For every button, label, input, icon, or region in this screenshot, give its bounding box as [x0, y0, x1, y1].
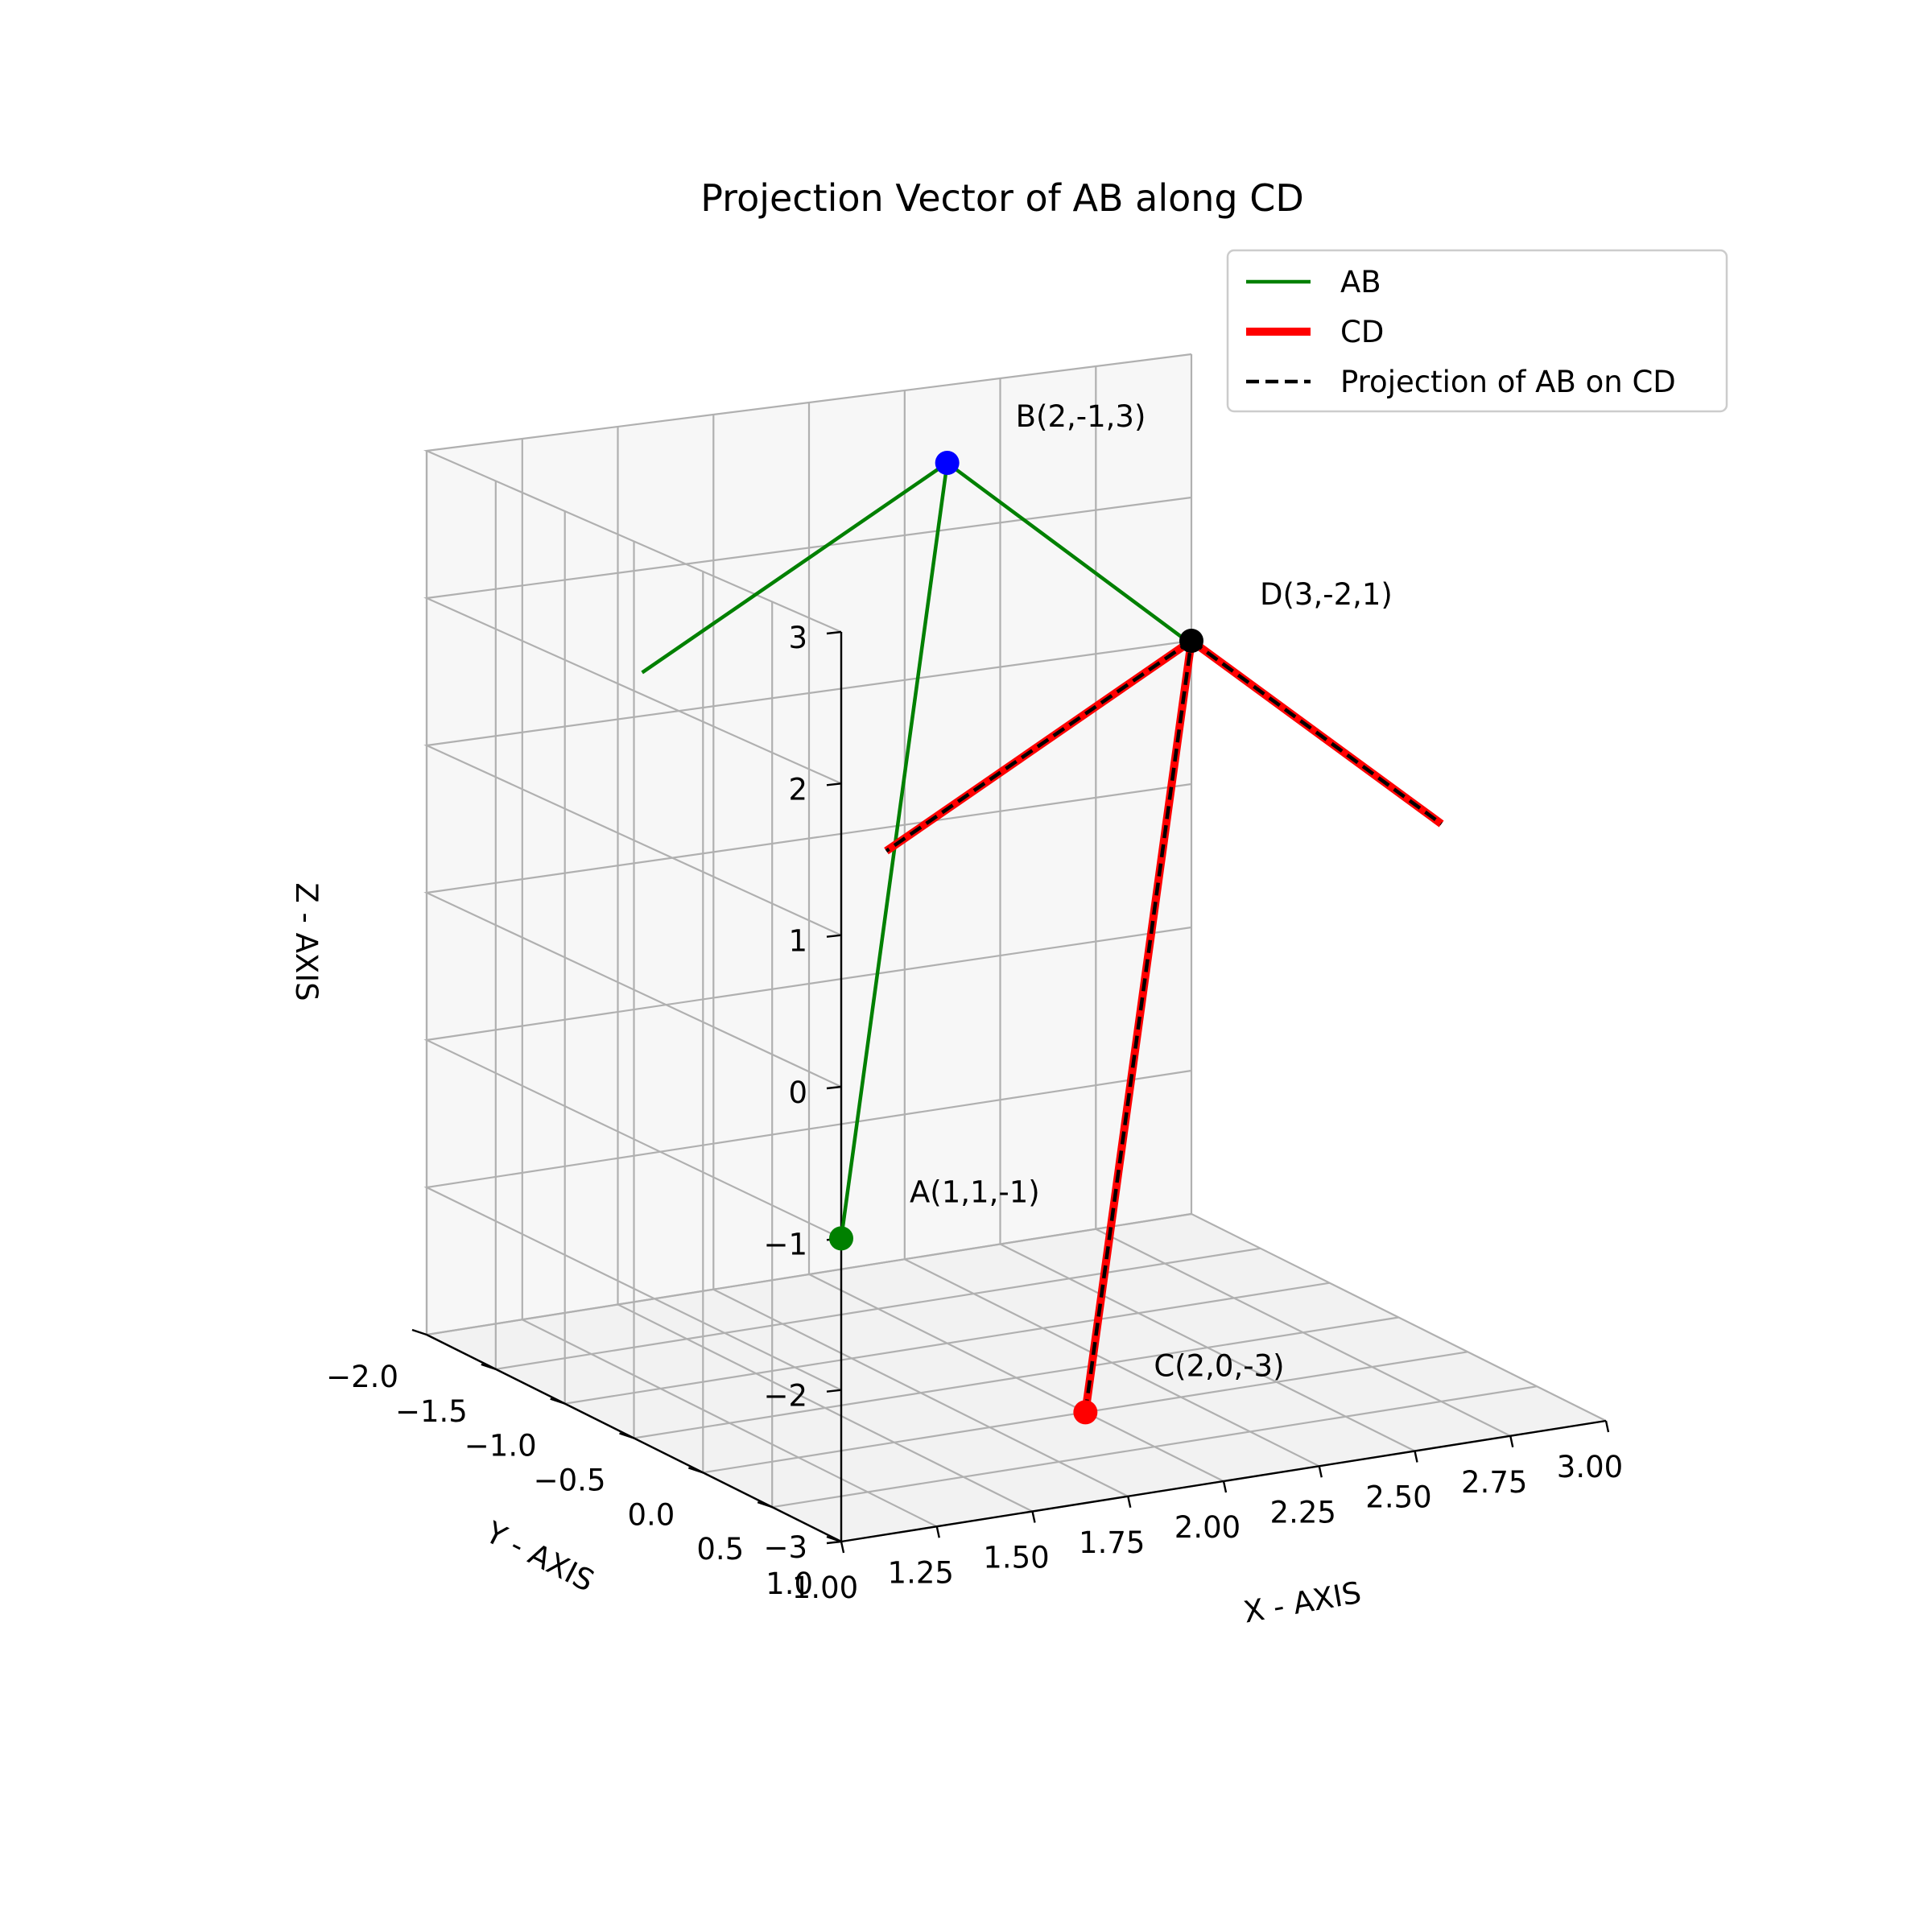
y-tick-mark	[481, 1363, 497, 1370]
grid-line-z	[423, 1069, 1192, 1391]
series-ab-head-right	[641, 461, 948, 675]
point-a-label: A(1,1,-1)	[910, 1174, 1040, 1209]
y-tick-label: −0.5	[534, 1463, 606, 1498]
x-tick-mark	[840, 1541, 845, 1554]
z-tick-mark	[826, 782, 842, 786]
z-tick-label: 2	[788, 772, 807, 807]
x-tick-mark	[1127, 1496, 1132, 1509]
x-tick-mark	[1318, 1465, 1323, 1478]
x-tick-label: 2.00	[1174, 1510, 1241, 1545]
point-d-marker	[1179, 629, 1203, 653]
point-c-marker	[1073, 1400, 1098, 1425]
grid-line-z	[423, 926, 1192, 1240]
y-tick-mark	[757, 1501, 773, 1509]
x-tick-label: 2.25	[1270, 1495, 1336, 1530]
x-axis-label: X - AXIS	[1241, 1575, 1364, 1630]
z-axis-label: Z - AXIS	[289, 882, 324, 1001]
x-tick-mark	[1604, 1420, 1610, 1433]
series-projection-of-ab-on-cd-head-right	[885, 639, 1193, 853]
x-tick-mark	[1222, 1480, 1228, 1493]
axes-panes	[427, 354, 1606, 1542]
z-tick-label: −2	[763, 1379, 807, 1414]
x-tick-mark	[1509, 1435, 1514, 1448]
z-tick-mark	[826, 1540, 842, 1545]
x-tick-mark	[1414, 1451, 1418, 1463]
legend-label-projection-of-ab-on-cd: Projection of AB on CD	[1340, 365, 1676, 399]
y-tick-label: 0.0	[627, 1497, 675, 1532]
x-tick-label: 1.00	[792, 1571, 858, 1605]
y-tick-mark	[550, 1397, 566, 1405]
z-tick-mark	[826, 1389, 842, 1393]
point-b-marker	[935, 451, 960, 475]
legend: AB CD Projection of AB on CD	[1226, 249, 1728, 413]
y-tick-label: 1.0	[766, 1567, 813, 1601]
series-projection-of-ab-on-cd-shaft	[1084, 640, 1194, 1413]
series-layer	[641, 461, 1444, 1414]
chart-title: Projection Vector of AB along CD	[700, 176, 1304, 220]
z-tick-label: 1	[788, 924, 807, 959]
y-tick-label: −1.0	[464, 1429, 537, 1463]
y-tick-mark	[619, 1432, 634, 1439]
grid-line-z	[423, 639, 1192, 936]
z-tick-label: 0	[788, 1075, 807, 1110]
point-d-label: D(3,-2,1)	[1260, 577, 1393, 612]
x-tick-label: 1.50	[983, 1541, 1049, 1575]
x-tick-label: 1.75	[1079, 1525, 1145, 1560]
series-ab-head-left	[946, 461, 1199, 650]
z-tick-mark	[826, 630, 842, 635]
points-layer: A(1,1,-1) B(2,-1,3) C(2,0,-3) D(3,-2,1)	[829, 399, 1393, 1425]
legend-label-ab: AB	[1340, 265, 1381, 299]
z-tick-label: −1	[763, 1227, 807, 1261]
tick-labels: 1.00 1.25 1.50 1.75 2.00 2.25 2.50 2.75 3.001.00…	[326, 621, 1623, 1605]
y-tick-label: 0.5	[696, 1532, 744, 1567]
z-tick-mark	[826, 1085, 842, 1090]
x-tick-label: 2.50	[1365, 1480, 1431, 1515]
y-axis-label: Y - AXIS	[480, 1514, 600, 1598]
y-tick-mark	[826, 1535, 842, 1543]
series-ab-shaft	[839, 462, 949, 1239]
y-tick-label: −2.0	[326, 1360, 398, 1394]
legend-label-cd: CD	[1340, 315, 1384, 349]
y-tick-mark	[687, 1467, 704, 1474]
x-tick-label: 1.25	[888, 1555, 954, 1590]
point-c-label: C(2,0,-3)	[1154, 1348, 1284, 1383]
z-tick-label: −3	[763, 1530, 807, 1565]
legend-frame	[1226, 249, 1728, 413]
y-tick-label: −1.5	[395, 1394, 468, 1429]
grid-line-z	[423, 353, 1192, 634]
z-tick-mark	[826, 934, 842, 938]
x-tick-mark	[1031, 1511, 1036, 1523]
x-tick-mark	[935, 1525, 940, 1538]
point-a-marker	[829, 1226, 853, 1251]
y-tick-mark	[411, 1328, 427, 1336]
x-tick-label: 3.00	[1557, 1450, 1623, 1484]
x-tick-label: 2.75	[1461, 1465, 1527, 1500]
series-projection-of-ab-on-cd-head-left	[1190, 639, 1443, 826]
point-b-label: B(2,-1,3)	[1016, 399, 1146, 434]
z-tick-label: 3	[788, 621, 807, 655]
